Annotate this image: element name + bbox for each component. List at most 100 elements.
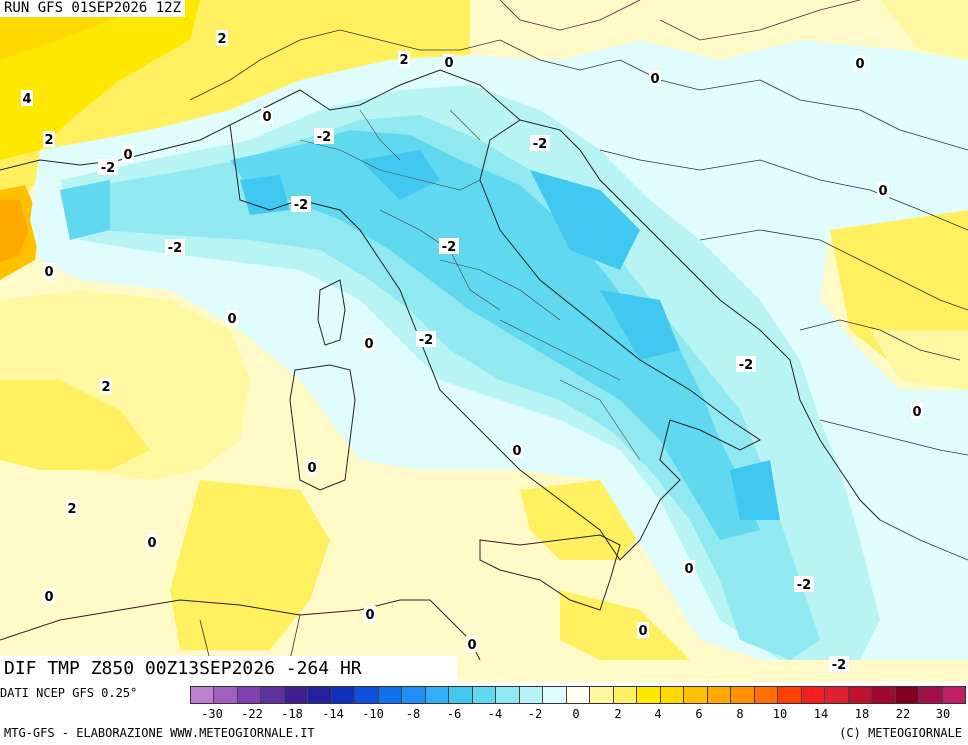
contour-label: 0 bbox=[444, 56, 453, 71]
legend-tick: 4 bbox=[654, 707, 662, 721]
contour-label-bg bbox=[794, 576, 814, 592]
legend-swatch bbox=[191, 687, 215, 703]
country-borders bbox=[189, 0, 968, 661]
legend-tick: 10 bbox=[772, 707, 788, 721]
legend-tick: -6 bbox=[446, 707, 462, 721]
legend-swatch bbox=[496, 687, 520, 703]
legend-swatch bbox=[660, 687, 685, 703]
contour-label: 0 bbox=[147, 536, 156, 551]
contour-label: -2 bbox=[317, 130, 331, 145]
warm-anomaly-fields bbox=[0, 0, 968, 660]
contour-label-bg bbox=[165, 239, 185, 255]
legend-swatch bbox=[472, 687, 497, 703]
contour-label-bg bbox=[649, 70, 661, 86]
cool-anomaly-fields bbox=[30, 40, 968, 660]
legend-swatch bbox=[237, 687, 262, 703]
legend-tick: -22 bbox=[241, 707, 263, 721]
contour-label: -2 bbox=[533, 137, 547, 152]
contour-label-bg bbox=[122, 146, 134, 162]
contour-label: 0 bbox=[638, 624, 647, 639]
legend-swatch bbox=[355, 687, 379, 703]
legend-tick: -2 bbox=[527, 707, 543, 721]
legend-swatch bbox=[590, 687, 614, 703]
legend-swatch bbox=[919, 687, 943, 703]
contour-label: -2 bbox=[442, 240, 456, 255]
contour-label-bg bbox=[398, 51, 410, 67]
contour-label: 0 bbox=[262, 110, 271, 125]
legend-swatch bbox=[754, 687, 779, 703]
legend-tick: -10 bbox=[362, 707, 384, 721]
contour-label: 0 bbox=[855, 57, 864, 72]
contour-label: 2 bbox=[101, 380, 110, 395]
contour-label-bg bbox=[736, 356, 756, 372]
legend-swatch bbox=[425, 687, 450, 703]
contour-label-bg bbox=[683, 560, 695, 576]
contour-label: 0 bbox=[912, 405, 921, 420]
contour-label-bg bbox=[443, 54, 455, 70]
legend-tick: -14 bbox=[322, 707, 344, 721]
contour-label-bg bbox=[146, 534, 158, 550]
variable-label: DIF TMP Z850 00Z13SEP2026 -264 HR bbox=[0, 656, 457, 682]
legend-swatch bbox=[613, 687, 638, 703]
footer-copyright: (C) METEOGIORNALE bbox=[839, 726, 962, 740]
legend-tick: 22 bbox=[895, 707, 911, 721]
contour-label: -2 bbox=[419, 333, 433, 348]
footer-credit: MTG-GFS - ELABORAZIONE WWW.METEOGIORNALE… bbox=[4, 726, 315, 740]
contour-label: 0 bbox=[650, 72, 659, 87]
contour-label-bg bbox=[226, 310, 238, 326]
legend-swatch bbox=[895, 687, 920, 703]
contour-label-bg bbox=[511, 442, 523, 458]
contour-label-bg bbox=[877, 182, 889, 198]
contour-label-bg bbox=[43, 263, 55, 279]
contour-label-bg bbox=[306, 459, 318, 475]
contour-label-bg bbox=[829, 656, 849, 672]
legend-swatch bbox=[519, 687, 544, 703]
contour-label: 0 bbox=[365, 608, 374, 623]
contour-label: -2 bbox=[168, 241, 182, 256]
legend-tick: 18 bbox=[854, 707, 870, 721]
legend-tick: -30 bbox=[201, 707, 223, 721]
contour-label: 0 bbox=[44, 590, 53, 605]
contour-label-bg bbox=[530, 135, 550, 151]
legend-swatch bbox=[872, 687, 896, 703]
legend-swatch bbox=[707, 687, 732, 703]
contour-label-bg bbox=[43, 131, 55, 147]
legend-swatch bbox=[402, 687, 426, 703]
legend-swatch bbox=[261, 687, 285, 703]
contour-label-bg bbox=[314, 128, 334, 144]
contour-label: 0 bbox=[878, 184, 887, 199]
legend-tick: -8 bbox=[405, 707, 421, 721]
legend-tick-labels: -30 -22 -18 -14 -10 -8 -6 -4 -2 0 2 4 6 8 10 14 18 22 30 bbox=[190, 707, 966, 723]
legend-tick: 6 bbox=[695, 707, 703, 721]
coastlines bbox=[0, 69, 881, 661]
contour-label-bg bbox=[466, 636, 478, 652]
legend-swatch bbox=[378, 687, 403, 703]
contour-label: 2 bbox=[399, 53, 408, 68]
contour-label-bg bbox=[261, 108, 273, 124]
legend-swatch bbox=[825, 687, 849, 703]
contour-label-bg bbox=[21, 90, 33, 106]
contour-label: -2 bbox=[101, 161, 115, 176]
contour-label-bg bbox=[98, 159, 118, 175]
contour-label: 0 bbox=[684, 562, 693, 577]
contour-label: 2 bbox=[67, 502, 76, 517]
legend-swatch bbox=[848, 687, 873, 703]
contour-label-bg bbox=[43, 588, 55, 604]
contour-label-bg bbox=[637, 622, 649, 638]
contour-label-layer: 2 2 0 0 0 4 2 0 -2 0 -2 -2 -2 0 -2 -2 0 0 0 -2 -2 2 0 0 0 2 0 0 0 0 -2… bbox=[21, 30, 923, 673]
color-legend bbox=[190, 686, 966, 704]
contour-label-bg bbox=[416, 331, 436, 347]
contour-label-bg bbox=[100, 378, 112, 394]
contour-label: 2 bbox=[44, 133, 53, 148]
contour-label-bg bbox=[854, 55, 866, 71]
legend-swatch bbox=[214, 687, 238, 703]
legend-swatch bbox=[566, 687, 591, 703]
legend-swatch bbox=[942, 687, 965, 703]
legend-swatch bbox=[801, 687, 826, 703]
contour-label-bg bbox=[291, 196, 311, 212]
legend-swatch bbox=[308, 687, 332, 703]
legend-swatch bbox=[543, 687, 567, 703]
legend-tick: 8 bbox=[736, 707, 744, 721]
contour-label: 0 bbox=[467, 638, 476, 653]
